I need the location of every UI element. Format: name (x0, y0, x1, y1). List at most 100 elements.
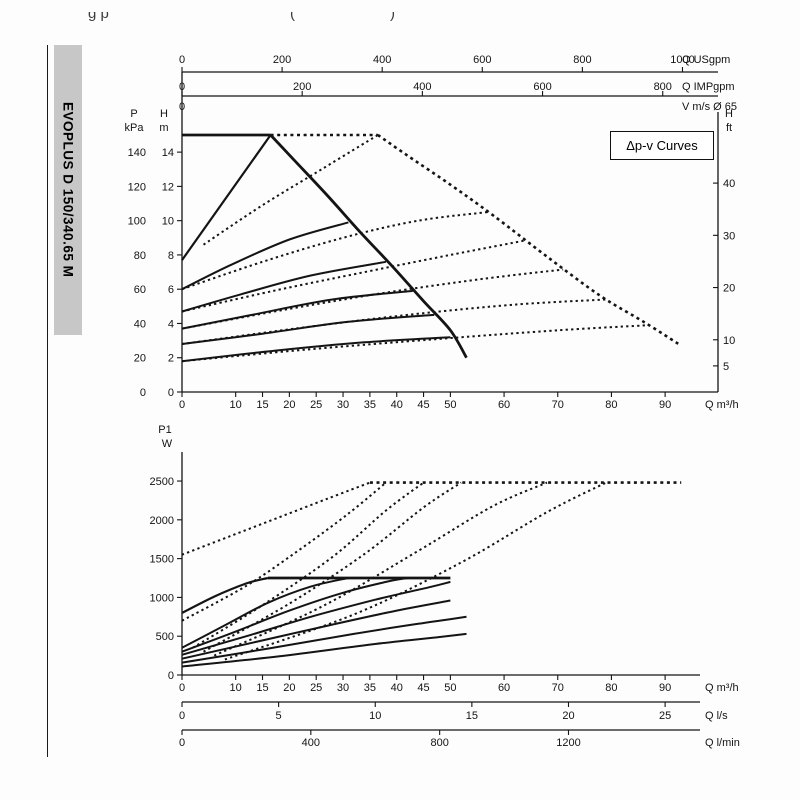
axis-tick-label: 100 (128, 216, 146, 228)
axis-unit-label: H (725, 108, 733, 120)
axis-unit-label: Q IMPgpm (682, 81, 735, 93)
page-border-line (47, 45, 48, 757)
axis-unit-label: Q m³/h (705, 682, 739, 694)
axis-tick-label: 20 (134, 353, 146, 365)
axis-tick-label: 50 (444, 399, 456, 411)
model-label: EVOPLUS D 150/340.65 M (60, 102, 76, 278)
axis-unit-label: m (159, 122, 168, 134)
axis-tick-label: 10 (369, 710, 381, 722)
axis-tick-label: 10 (230, 682, 242, 694)
axis-tick-label: 500 (156, 631, 174, 643)
axis-tick-label: 800 (654, 81, 672, 93)
axis-tick-label: 800 (430, 737, 448, 749)
axis-tick-label: 5 (276, 710, 282, 722)
pump-curve-dotted (181, 481, 387, 622)
axis-unit-label: P (130, 108, 137, 120)
axis-tick-label: 70 (552, 682, 564, 694)
pump-curve-dotted (224, 481, 607, 661)
axis-tick-label: 10 (723, 335, 735, 347)
axis-tick-label: 45 (417, 399, 429, 411)
axis-tick-label: 40 (391, 682, 403, 694)
axis-tick-label: 40 (723, 178, 735, 190)
pump-curve-solid (181, 221, 349, 291)
pump-curve-solid (181, 615, 467, 664)
header-fragment: ( (290, 12, 295, 22)
axis-tick-label: 4 (168, 318, 174, 330)
axis-tick-label: 2500 (150, 476, 174, 488)
axis-tick-label: 0 (179, 710, 185, 722)
axis-unit-label: ft (726, 122, 732, 134)
pump-curve-dotted (203, 481, 462, 653)
axis-tick-label: 50 (444, 682, 456, 694)
axis-tick-label: 0 (179, 682, 185, 694)
pump-curve-solid (181, 580, 451, 656)
axis-unit-label: P1 (158, 424, 171, 436)
axis-tick-label: 5 (723, 361, 729, 373)
axis-tick-label: 120 (128, 181, 146, 193)
axis-tick-label: 800 (573, 54, 591, 66)
pump-curve-dotted (202, 134, 379, 246)
axis-tick-label: 25 (310, 399, 322, 411)
axis-tick-label: 400 (373, 54, 391, 66)
axis-tick-label: 60 (498, 399, 510, 411)
axis-tick-label: 30 (723, 230, 735, 242)
axis-tick-label: 45 (417, 682, 429, 694)
axis-tick-label: 15 (256, 682, 268, 694)
axis-tick-label: 10 (162, 216, 174, 228)
pump-curve-solid (181, 289, 413, 330)
axis-tick-label: 60 (134, 284, 146, 296)
axis-tick-label: 0 (179, 737, 185, 749)
axis-tick-label: 0 (179, 54, 185, 66)
axis-unit-label: V m/s Ø 65 (682, 101, 737, 113)
pump-curve-dotted (213, 481, 548, 657)
pump-curve-solid (181, 260, 387, 313)
header-fragment: g p (88, 12, 109, 22)
axis-unit-label: Q l/min (705, 737, 740, 749)
header-fragment: ) (390, 12, 395, 22)
axis-tick-label: 25 (659, 710, 671, 722)
axis-tick-label: 14 (162, 147, 174, 159)
pump-curve-dotted (181, 324, 650, 363)
axis-tick-label: 15 (466, 710, 478, 722)
pump-curve-solid (269, 134, 468, 359)
axis-tick-label: 140 (128, 147, 146, 159)
axis-tick-label: 15 (256, 399, 268, 411)
axis-unit-label: W (162, 438, 173, 450)
axis-tick-label: 70 (552, 399, 564, 411)
axis-tick-label: 20 (283, 682, 295, 694)
axis-tick-label: 30 (337, 399, 349, 411)
axis-tick-label: 200 (293, 81, 311, 93)
pump-curve-dotted (377, 133, 682, 347)
axis-tick-label: 12 (162, 181, 174, 193)
pump-curve-solid (181, 632, 467, 668)
axis-tick-label: 80 (605, 682, 617, 694)
axis-tick-label: 1000 (150, 592, 174, 604)
axis-tick-label: 80 (605, 399, 617, 411)
pump-curve-dotted (181, 239, 526, 313)
axis-tick-label: 200 (273, 54, 291, 66)
axis-tick-label: 8 (168, 250, 174, 262)
axis-tick-label: 1500 (150, 554, 174, 566)
axis-tick-label: 90 (659, 399, 671, 411)
dpv-curves-label: Δp-v Curves (626, 138, 698, 153)
axis-tick-label: 35 (364, 399, 376, 411)
axis-tick-label: 20 (283, 399, 295, 411)
pump-curve-dotted (181, 481, 371, 556)
axis-tick-label: 600 (473, 54, 491, 66)
axis-tick-label: 1200 (556, 737, 580, 749)
axis-tick-label: 0 (168, 387, 174, 399)
axis-unit-label: Q USgpm (682, 54, 730, 66)
axis-unit-label: kPa (125, 122, 145, 134)
axis-tick-label: 20 (723, 283, 735, 295)
axis-tick-label: 40 (134, 318, 146, 330)
axis-unit-label: H (160, 108, 168, 120)
axis-tick-label: 80 (134, 250, 146, 262)
axis-unit-label: Q l/s (705, 710, 728, 722)
pump-curve-dotted (192, 481, 425, 649)
axis-tick-label: 0 (179, 399, 185, 411)
axis-tick-label: 400 (302, 737, 320, 749)
axis-tick-label: 600 (533, 81, 551, 93)
axis-tick-label: 0 (168, 670, 174, 682)
axis-tick-label: 35 (364, 682, 376, 694)
